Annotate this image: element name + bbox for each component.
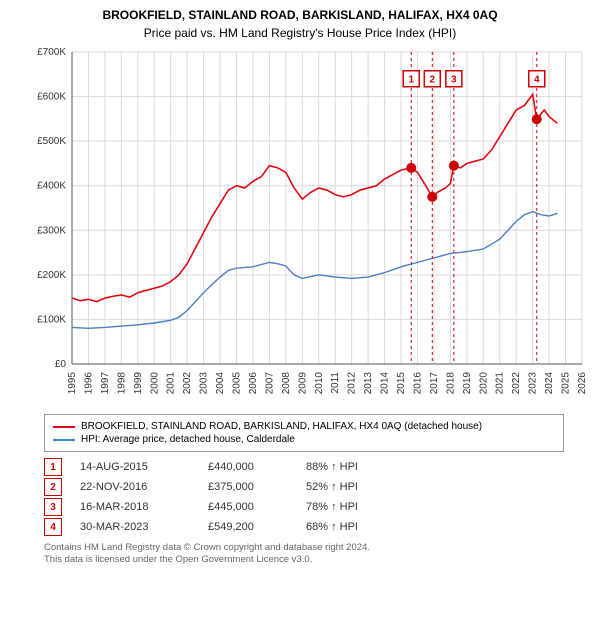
svg-text:2020: 2020 bbox=[478, 372, 489, 395]
sale-date: 14-AUG-2015 bbox=[80, 461, 190, 473]
svg-text:2013: 2013 bbox=[363, 372, 374, 395]
svg-text:1995: 1995 bbox=[67, 372, 78, 395]
footer: Contains HM Land Registry data © Crown c… bbox=[44, 542, 564, 567]
legend-label: HPI: Average price, detached house, Cald… bbox=[81, 434, 295, 445]
svg-text:£200K: £200K bbox=[37, 270, 66, 281]
svg-text:2006: 2006 bbox=[248, 372, 259, 395]
svg-text:2015: 2015 bbox=[396, 372, 407, 395]
svg-text:£300K: £300K bbox=[37, 225, 66, 236]
svg-text:2025: 2025 bbox=[561, 372, 572, 395]
svg-text:2012: 2012 bbox=[347, 372, 358, 395]
svg-text:2023: 2023 bbox=[528, 372, 539, 395]
svg-text:£400K: £400K bbox=[37, 181, 66, 192]
svg-text:2017: 2017 bbox=[429, 372, 440, 395]
svg-text:2016: 2016 bbox=[412, 372, 423, 395]
sale-date: 22-NOV-2016 bbox=[80, 481, 190, 493]
svg-text:2001: 2001 bbox=[166, 372, 177, 395]
sale-pct: 78% ↑ HPI bbox=[306, 501, 386, 513]
sale-pct: 88% ↑ HPI bbox=[306, 461, 386, 473]
sale-num-box: 2 bbox=[44, 478, 62, 496]
svg-text:£600K: £600K bbox=[37, 92, 66, 103]
sale-date: 30-MAR-2023 bbox=[80, 521, 190, 533]
legend: BROOKFIELD, STAINLAND ROAD, BARKISLAND, … bbox=[44, 414, 564, 452]
legend-label: BROOKFIELD, STAINLAND ROAD, BARKISLAND, … bbox=[81, 421, 482, 432]
table-row: 2 22-NOV-2016 £375,000 52% ↑ HPI bbox=[44, 478, 564, 496]
chart-area: £0 £100K £200K £300K £400K £500K £600K £700K 199… bbox=[30, 46, 590, 406]
svg-text:£0: £0 bbox=[55, 359, 67, 370]
svg-text:2014: 2014 bbox=[380, 372, 391, 395]
svg-text:1999: 1999 bbox=[133, 372, 144, 395]
svg-text:£500K: £500K bbox=[37, 136, 66, 147]
svg-text:2010: 2010 bbox=[314, 372, 325, 395]
svg-text:1997: 1997 bbox=[100, 372, 111, 395]
sale-num-box: 3 bbox=[44, 498, 62, 516]
svg-text:1996: 1996 bbox=[83, 372, 94, 395]
sale-pct: 52% ↑ HPI bbox=[306, 481, 386, 493]
svg-text:2: 2 bbox=[430, 75, 436, 86]
svg-text:2026: 2026 bbox=[577, 372, 588, 395]
svg-text:2021: 2021 bbox=[495, 372, 506, 395]
svg-text:3: 3 bbox=[451, 75, 457, 86]
chart-container: BROOKFIELD, STAINLAND ROAD, BARKISLAND, … bbox=[0, 8, 600, 628]
sales-table: 1 14-AUG-2015 £440,000 88% ↑ HPI 2 22-NO… bbox=[44, 458, 564, 536]
svg-text:2019: 2019 bbox=[462, 372, 473, 395]
svg-text:£700K: £700K bbox=[37, 47, 66, 58]
svg-text:£100K: £100K bbox=[37, 314, 66, 325]
table-row: 1 14-AUG-2015 £440,000 88% ↑ HPI bbox=[44, 458, 564, 476]
svg-text:2000: 2000 bbox=[149, 372, 160, 395]
table-row: 4 30-MAR-2023 £549,200 68% ↑ HPI bbox=[44, 518, 564, 536]
svg-text:2008: 2008 bbox=[281, 372, 292, 395]
svg-text:2003: 2003 bbox=[199, 372, 210, 395]
footer-line: Contains HM Land Registry data © Crown c… bbox=[44, 542, 564, 554]
svg-text:2004: 2004 bbox=[215, 372, 226, 395]
svg-text:2022: 2022 bbox=[511, 372, 522, 395]
sale-date: 16-MAR-2018 bbox=[80, 501, 190, 513]
legend-item: BROOKFIELD, STAINLAND ROAD, BARKISLAND, … bbox=[53, 421, 555, 432]
sale-price: £549,200 bbox=[208, 521, 288, 533]
chart-svg: £0 £100K £200K £300K £400K £500K £600K £700K 199… bbox=[30, 46, 590, 406]
sale-pct: 68% ↑ HPI bbox=[306, 521, 386, 533]
svg-text:2024: 2024 bbox=[544, 372, 555, 395]
legend-swatch bbox=[53, 439, 75, 441]
chart-title: BROOKFIELD, STAINLAND ROAD, BARKISLAND, … bbox=[0, 8, 600, 22]
svg-text:2007: 2007 bbox=[264, 372, 275, 395]
svg-text:2009: 2009 bbox=[297, 372, 308, 395]
chart-subtitle: Price paid vs. HM Land Registry's House … bbox=[0, 26, 600, 40]
table-row: 3 16-MAR-2018 £445,000 78% ↑ HPI bbox=[44, 498, 564, 516]
sale-price: £440,000 bbox=[208, 461, 288, 473]
sale-price: £375,000 bbox=[208, 481, 288, 493]
legend-swatch bbox=[53, 426, 75, 428]
footer-line: This data is licensed under the Open Gov… bbox=[44, 554, 564, 566]
svg-text:2018: 2018 bbox=[445, 372, 456, 395]
svg-text:1998: 1998 bbox=[116, 372, 127, 395]
legend-item: HPI: Average price, detached house, Cald… bbox=[53, 434, 555, 445]
svg-text:2011: 2011 bbox=[330, 372, 341, 394]
svg-text:1: 1 bbox=[408, 75, 414, 86]
sale-num-box: 4 bbox=[44, 518, 62, 536]
sale-price: £445,000 bbox=[208, 501, 288, 513]
svg-text:2002: 2002 bbox=[182, 372, 193, 395]
svg-text:4: 4 bbox=[534, 75, 540, 86]
svg-text:2005: 2005 bbox=[232, 372, 243, 395]
sale-num-box: 1 bbox=[44, 458, 62, 476]
